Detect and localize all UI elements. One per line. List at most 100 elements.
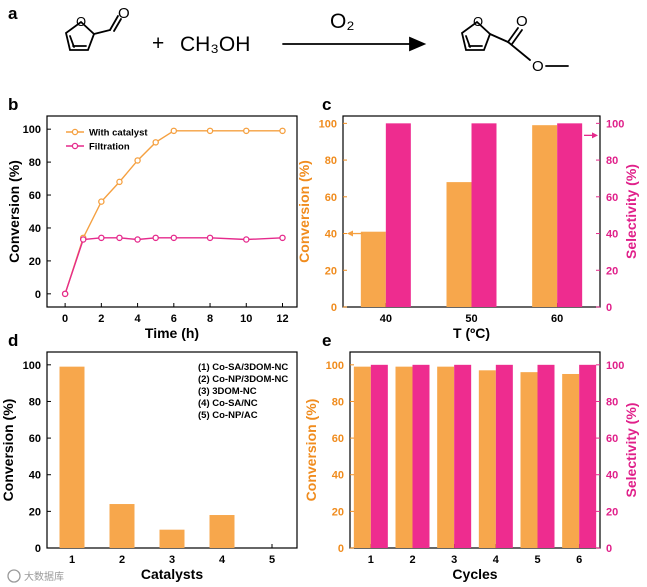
bar-conversion (562, 373, 580, 548)
legend-marker (71, 128, 79, 136)
y-tick-label: 100 (23, 124, 41, 136)
ester-ring-o-atom: O (473, 14, 483, 29)
legend-entry: (4) Co-SA/NC (198, 398, 258, 409)
x-tick-label: 40 (380, 313, 392, 325)
x-tick-label: 5 (534, 554, 540, 566)
data-point (134, 236, 141, 243)
watermark-icon (7, 569, 21, 583)
bar-conversion (159, 529, 185, 548)
bar-selectivity (385, 123, 411, 307)
y2-tick-label: 60 (606, 433, 618, 445)
y2-tick-label: 80 (606, 396, 618, 408)
y-tick-label: 40 (332, 470, 344, 482)
y2-tick-label: 60 (606, 192, 618, 204)
data-point (98, 234, 105, 242)
y-tick-label: 100 (326, 360, 344, 372)
y-axis-title: Conversion (%) (303, 399, 319, 502)
watermark: 大数据库 (7, 569, 64, 583)
data-point (206, 234, 214, 242)
data-point (243, 127, 250, 135)
data-point (279, 127, 286, 135)
y2-tick-label: 0 (606, 543, 612, 555)
bar-conversion (478, 370, 496, 548)
legend-marker (71, 142, 79, 150)
y2-tick-label: 20 (606, 265, 618, 277)
axis-arrowhead-conversion (347, 230, 353, 237)
bar-selectivity (370, 364, 388, 548)
bar-conversion (360, 231, 386, 307)
data-point (206, 127, 214, 135)
y2-axis-title: Selectivity (%) (623, 403, 639, 498)
bar-conversion (532, 125, 558, 307)
y-tick-label: 0 (35, 543, 41, 555)
reaction-scheme: O O O O O (64, 5, 569, 75)
bar-conversion (520, 372, 538, 548)
methyl-furoate-structure (460, 20, 569, 67)
y-tick-label: 20 (325, 265, 337, 277)
x-tick-label: 3 (451, 554, 457, 566)
chart-b-conversion-vs-time: 0 20 40 60 80 100 0 2 4 6 8 10 12 Time (h) Conversion … (6, 115, 298, 341)
data-point (98, 198, 105, 205)
y-tick-label: 80 (332, 396, 344, 408)
y2-tick-label: 40 (606, 470, 618, 482)
y-tick-label: 0 (338, 543, 344, 555)
x-axis-title: T (ºC) (453, 325, 490, 341)
y2-tick-label: 0 (606, 302, 612, 314)
bar-conversion (395, 366, 413, 548)
panel-label-a: a (8, 4, 18, 23)
legend-label: With catalyst (89, 128, 148, 139)
y-tick-label: 0 (35, 289, 41, 301)
y-tick-label: 80 (29, 396, 41, 408)
reaction-arrowhead (409, 36, 427, 52)
axis-arrowhead-selectivity (592, 132, 598, 139)
x-tick-label: 0 (62, 313, 68, 325)
bar-conversion (353, 366, 371, 548)
methanol-label: CH₃OH (180, 33, 250, 56)
data-point (61, 290, 69, 298)
x-axis-title: Catalysts (141, 566, 203, 582)
panel-label-d: d (8, 331, 18, 350)
x-tick-label: 6 (576, 554, 582, 566)
x-tick-label: 3 (169, 554, 175, 566)
x-tick-label: 6 (171, 313, 177, 325)
y2-axis-title: Selectivity (%) (623, 164, 639, 259)
y2-tick-label: 20 (606, 506, 618, 518)
bar-conversion (446, 182, 472, 307)
y-tick-label: 20 (29, 256, 41, 268)
y-tick-label: 100 (319, 118, 337, 130)
ester-carbonyl-o: O (516, 13, 528, 30)
x-tick-label: 4 (219, 554, 226, 566)
plot-frame (46, 115, 298, 308)
y2-tick-label: 100 (606, 118, 624, 130)
data-point (243, 236, 250, 243)
legend-entry: (3) 3DOM-NC (198, 386, 257, 397)
data-point (116, 178, 123, 186)
x-tick-label: 10 (240, 313, 252, 325)
furfural-carbonyl-o: O (118, 5, 130, 22)
y2-tick-label: 40 (606, 229, 618, 241)
data-point (152, 234, 159, 242)
x-tick-label: 4 (493, 554, 500, 566)
panel-label-b: b (8, 95, 18, 114)
y-axis-title: Conversion (%) (296, 160, 312, 263)
series-line-filtration (64, 237, 283, 295)
bar-conversion (437, 366, 455, 548)
x-tick-label: 1 (69, 554, 75, 566)
y-tick-label: 80 (325, 155, 337, 167)
bar-selectivity (471, 123, 497, 307)
furfural-o-atom: O (76, 14, 86, 29)
y-tick-label: 0 (331, 302, 337, 314)
bar-selectivity (557, 123, 583, 307)
bar-conversion (59, 366, 85, 548)
bar-conversion (109, 504, 135, 548)
y-tick-label: 60 (332, 433, 344, 445)
bar-selectivity (495, 364, 513, 548)
y-tick-label: 20 (332, 506, 344, 518)
x-tick-label: 5 (269, 554, 275, 566)
data-point (170, 234, 178, 242)
chart-d-catalyst-bars: 0 20 40 60 80 100 1 2 3 4 5 Catalysts Conversion (%)… (0, 351, 298, 582)
x-tick-label: 4 (135, 313, 142, 325)
legend-entry: (1) Co-SA/3DOM-NC (198, 362, 288, 373)
ester-ether-o: O (532, 58, 544, 75)
